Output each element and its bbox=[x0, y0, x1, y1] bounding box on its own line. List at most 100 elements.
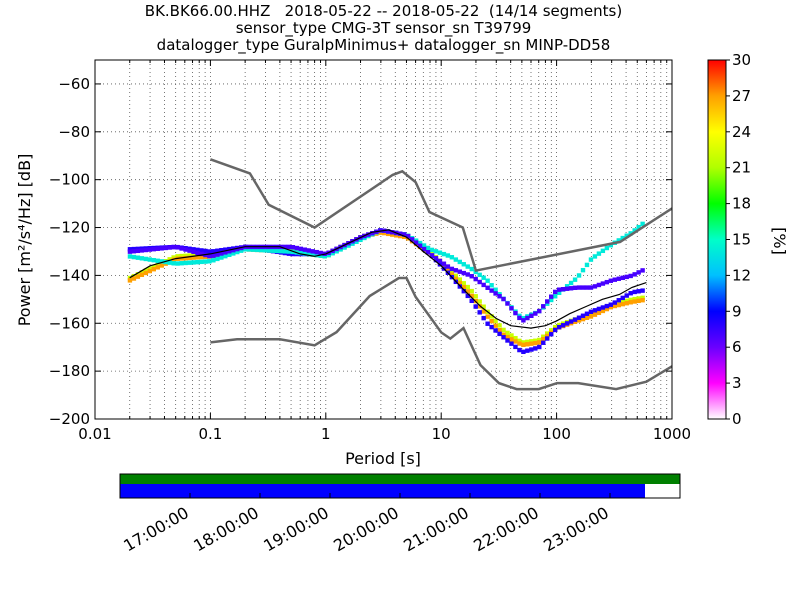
density-cell bbox=[576, 285, 582, 290]
density-cell bbox=[155, 265, 160, 270]
density-cell bbox=[481, 309, 486, 314]
density-cell bbox=[155, 258, 160, 264]
density-cell bbox=[509, 306, 514, 311]
density-cell bbox=[469, 288, 474, 294]
density-cell bbox=[521, 315, 526, 321]
series-line-mode bbox=[129, 229, 647, 329]
density-cell bbox=[545, 301, 550, 306]
density-cell bbox=[274, 248, 280, 254]
density-cell bbox=[445, 253, 451, 258]
y-tick-label: −120 bbox=[49, 219, 90, 237]
density-cell bbox=[620, 301, 625, 307]
density-cell bbox=[608, 304, 614, 310]
density-cell bbox=[278, 248, 284, 254]
density-cell bbox=[461, 270, 466, 276]
density-cell bbox=[235, 249, 240, 255]
density-cell bbox=[533, 340, 538, 346]
density-cell bbox=[203, 248, 208, 254]
density-cell bbox=[489, 288, 494, 293]
density-cell bbox=[306, 251, 311, 257]
density-cell bbox=[219, 247, 224, 253]
density-cell bbox=[549, 297, 554, 303]
density-cell bbox=[640, 221, 645, 227]
density-cell bbox=[135, 255, 141, 260]
density-cell bbox=[433, 249, 439, 254]
density-cell bbox=[636, 270, 641, 275]
density-cell bbox=[390, 232, 395, 237]
density-cell bbox=[231, 251, 236, 256]
density-cell bbox=[143, 256, 149, 262]
density-cell bbox=[131, 249, 137, 254]
density-cell bbox=[509, 337, 514, 342]
density-cell bbox=[485, 314, 490, 319]
density-cell bbox=[219, 251, 224, 256]
density-cell bbox=[179, 253, 184, 259]
density-cell bbox=[453, 268, 459, 273]
density-cell bbox=[584, 311, 590, 316]
density-cell bbox=[199, 259, 204, 265]
density-cell bbox=[386, 231, 391, 237]
density-cell bbox=[521, 340, 526, 345]
density-cell bbox=[604, 245, 610, 251]
density-cell bbox=[191, 255, 196, 260]
density-cell bbox=[449, 266, 455, 272]
density-cell bbox=[401, 234, 407, 240]
density-cell bbox=[195, 247, 200, 253]
density-cell bbox=[584, 262, 590, 268]
density-cell bbox=[183, 247, 188, 252]
density-cell bbox=[441, 251, 447, 257]
density-cell bbox=[318, 250, 323, 256]
density-cell bbox=[477, 272, 482, 278]
density-cell bbox=[183, 253, 188, 258]
density-cell bbox=[179, 246, 184, 251]
density-cell bbox=[596, 251, 602, 256]
density-cell bbox=[421, 243, 427, 248]
noise-model-lines bbox=[129, 158, 672, 391]
density-cell bbox=[612, 277, 618, 282]
density-cell bbox=[239, 248, 244, 253]
density-cell bbox=[457, 269, 463, 274]
density-cell bbox=[537, 337, 542, 343]
density-cell bbox=[191, 249, 196, 254]
timeline-all-data-bar bbox=[120, 474, 680, 484]
density-cell bbox=[397, 233, 403, 239]
density-cell bbox=[147, 257, 153, 262]
density-cell bbox=[171, 261, 176, 266]
density-cell bbox=[465, 293, 470, 299]
density-cell bbox=[187, 248, 192, 253]
density-cell bbox=[441, 261, 447, 266]
density-cell bbox=[473, 304, 478, 309]
density-cell bbox=[608, 278, 614, 283]
density-cell bbox=[481, 282, 486, 288]
density-cell bbox=[624, 233, 629, 238]
density-cell bbox=[135, 274, 141, 279]
density-cell bbox=[231, 248, 236, 253]
density-cell bbox=[501, 335, 506, 340]
colorbar-tick-label: 9 bbox=[732, 302, 742, 320]
density-cell bbox=[521, 342, 526, 348]
density-cell bbox=[552, 294, 558, 299]
density-cell bbox=[167, 260, 172, 265]
density-cell bbox=[588, 309, 594, 314]
density-cell bbox=[572, 277, 578, 282]
density-cell bbox=[298, 246, 304, 252]
timeline-tick-label: 19:00:00 bbox=[260, 503, 332, 555]
density-cell bbox=[596, 306, 602, 312]
density-cell bbox=[628, 291, 633, 296]
x-tick-label: 10 bbox=[432, 425, 451, 443]
density-cell bbox=[620, 299, 625, 304]
density-cell bbox=[191, 253, 196, 258]
density-cell bbox=[541, 334, 546, 339]
density-cell bbox=[489, 324, 494, 330]
density-cell bbox=[640, 295, 645, 300]
density-cell bbox=[191, 247, 196, 252]
density-cell bbox=[580, 267, 586, 273]
density-cell bbox=[227, 252, 232, 257]
density-cell bbox=[533, 346, 538, 351]
density-cell bbox=[517, 347, 522, 353]
density-cell bbox=[171, 257, 176, 263]
density-cell bbox=[469, 293, 474, 299]
density-cell bbox=[179, 261, 184, 266]
density-cell bbox=[497, 331, 502, 337]
density-cell bbox=[461, 288, 466, 294]
